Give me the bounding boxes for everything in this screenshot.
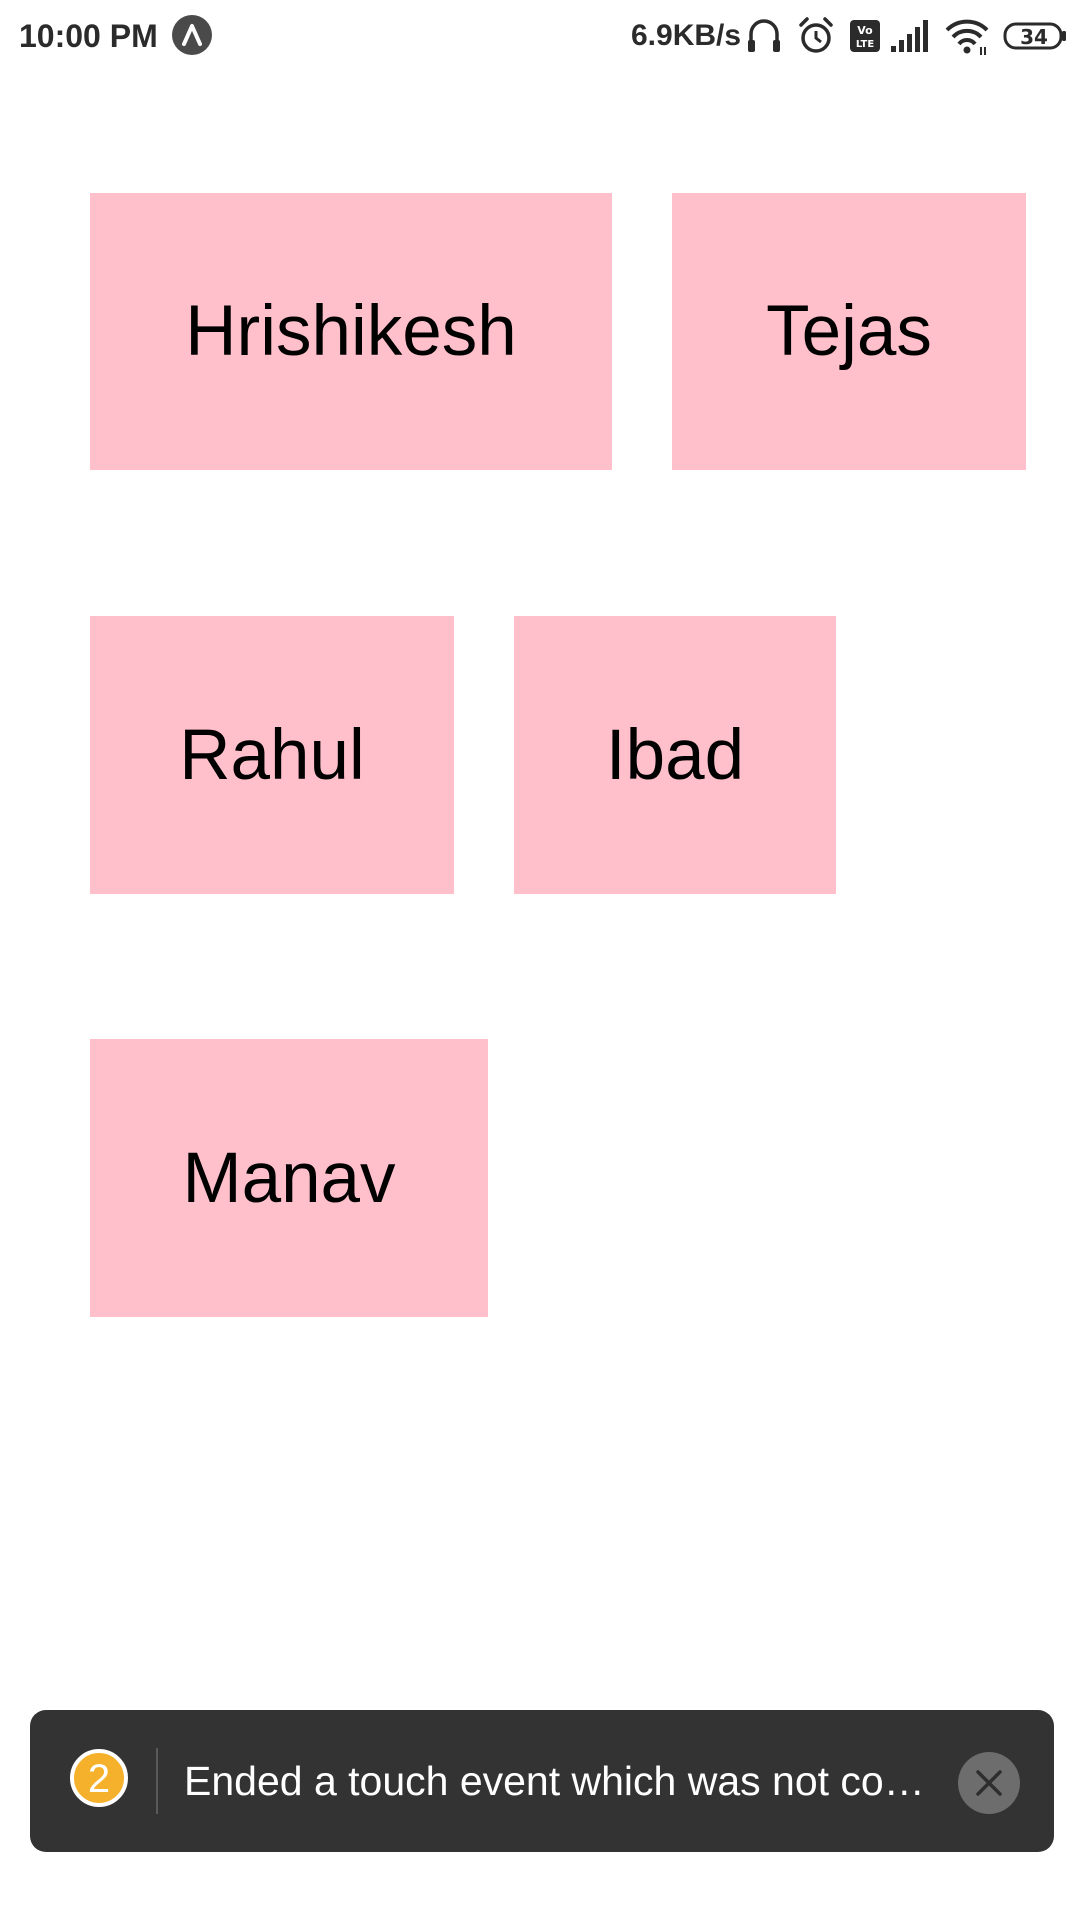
svg-text:Vo: Vo	[857, 24, 873, 37]
toast-divider	[156, 1748, 158, 1814]
tile-label: Manav	[182, 1138, 396, 1218]
warning-toast[interactable]: 2 Ended a touch event which was not co…	[30, 1710, 1054, 1852]
toast-message[interactable]: Ended a touch event which was not co…	[184, 1758, 925, 1804]
status-time: 10:00 PM	[19, 18, 158, 54]
alarm-icon	[797, 16, 835, 61]
headset-icon	[746, 16, 782, 61]
tile-label: Tejas	[766, 292, 932, 371]
name-tile-rahul[interactable]: Rahul	[90, 616, 454, 894]
cellular-signal-icon	[889, 16, 931, 61]
close-icon[interactable]	[958, 1752, 1020, 1814]
name-tile-ibad[interactable]: Ibad	[514, 616, 836, 894]
volte-icon: Vo LTE	[849, 16, 881, 61]
tile-label: Hrishikesh	[185, 292, 517, 371]
battery-level: 34	[1020, 25, 1048, 49]
app-notification-icon	[172, 15, 212, 55]
network-speed: 6.9KB/s	[631, 19, 742, 52]
svg-text:LTE: LTE	[856, 39, 875, 50]
status-bar: 10:00 PM 6.9KB/s Vo LTE	[0, 0, 1080, 72]
wifi-icon	[944, 16, 990, 61]
name-tile-tejas[interactable]: Tejas	[672, 193, 1026, 470]
warning-count-badge: 2	[70, 1749, 128, 1807]
name-tile-hrishikesh[interactable]: Hrishikesh	[90, 193, 612, 470]
tile-label: Ibad	[605, 715, 745, 795]
name-tile-manav[interactable]: Manav	[90, 1039, 488, 1317]
tile-label: Rahul	[179, 715, 365, 795]
battery-icon: 34	[1003, 16, 1069, 61]
